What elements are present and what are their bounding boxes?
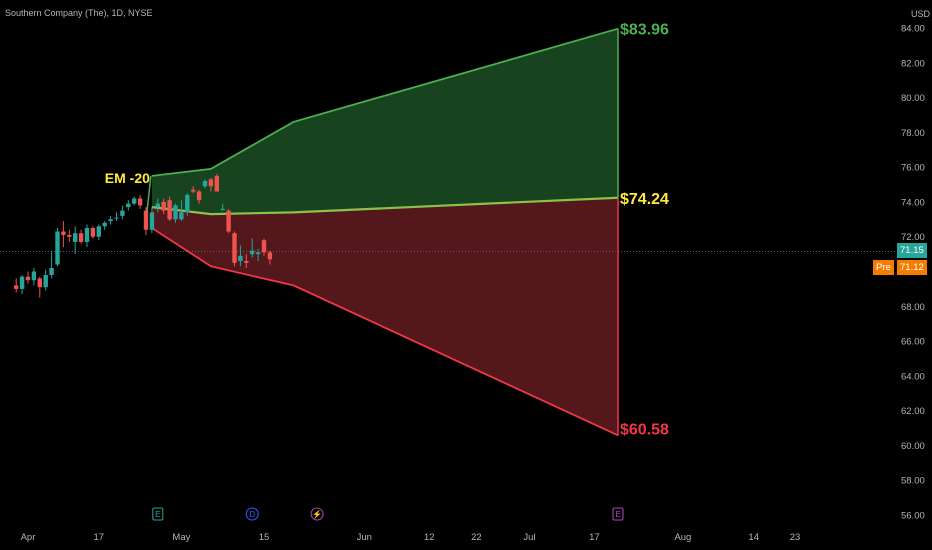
candle-body bbox=[173, 205, 178, 220]
candle-body bbox=[102, 222, 107, 227]
x-axis-tick-label: 12 bbox=[424, 532, 435, 543]
event-marker-label: E bbox=[155, 510, 160, 519]
candle-body bbox=[78, 233, 84, 242]
candle-body bbox=[137, 198, 143, 206]
x-axis-tick-label: 15 bbox=[259, 532, 270, 543]
x-axis-tick-label: 17 bbox=[589, 532, 600, 543]
candle-body bbox=[232, 233, 237, 263]
candle-body bbox=[238, 255, 243, 262]
expected-move-label: EM -20 bbox=[105, 170, 150, 186]
event-marker-label: D bbox=[249, 510, 255, 519]
candle-body bbox=[220, 208, 225, 210]
candle-body bbox=[161, 201, 166, 211]
event-marker-label: E bbox=[615, 510, 620, 519]
candle-body bbox=[55, 231, 60, 265]
y-axis-tick-label: 68.00 bbox=[901, 302, 925, 313]
candle-body bbox=[114, 217, 119, 219]
candle-body bbox=[191, 189, 196, 192]
x-axis-tick-label: 14 bbox=[748, 532, 759, 543]
candle-body bbox=[84, 228, 90, 242]
y-axis-tick-label: 64.00 bbox=[901, 371, 925, 382]
x-axis-tick-label: 23 bbox=[790, 532, 801, 543]
x-axis-tick-label: 17 bbox=[94, 532, 105, 543]
candle-body bbox=[67, 234, 72, 237]
candle-body bbox=[261, 240, 267, 253]
candle-body bbox=[90, 228, 96, 237]
x-axis-tick-label: Jul bbox=[523, 532, 535, 543]
x-axis-tick-label: Jun bbox=[357, 532, 372, 543]
candle-body bbox=[196, 191, 202, 201]
upper-bound-line bbox=[151, 27, 619, 177]
candle-body bbox=[61, 231, 66, 235]
candle-body bbox=[155, 203, 160, 208]
lower-target-label: $60.58 bbox=[620, 421, 669, 438]
candle-body bbox=[226, 210, 231, 232]
candle-body bbox=[149, 212, 155, 230]
candle-body bbox=[267, 252, 273, 260]
y-axis-tick-label: 56.00 bbox=[901, 511, 925, 522]
upper-cone-fill bbox=[151, 28, 618, 215]
candle-body bbox=[49, 268, 54, 275]
last-price-badge: 71.15 bbox=[897, 243, 927, 259]
candle-body bbox=[25, 276, 31, 281]
candle-body bbox=[208, 179, 214, 187]
candle-body bbox=[143, 210, 149, 230]
candle-body bbox=[96, 226, 101, 237]
y-axis-tick-label: 62.00 bbox=[901, 406, 925, 417]
earnings-event-icon[interactable] bbox=[152, 507, 164, 521]
candle-body bbox=[31, 271, 37, 281]
candle-body bbox=[37, 278, 42, 288]
candle-body bbox=[214, 175, 219, 192]
x-axis-tick-label: May bbox=[172, 532, 190, 543]
upper-target-label: $83.96 bbox=[620, 22, 669, 39]
y-axis-tick-label: 82.00 bbox=[901, 58, 925, 69]
lower-bound-line bbox=[151, 227, 619, 437]
candle-body bbox=[185, 194, 190, 213]
candle-body bbox=[244, 261, 249, 263]
candle-body bbox=[126, 203, 131, 208]
chart-title: Southern Company (The), 1D, NYSE bbox=[5, 8, 153, 18]
candle-body bbox=[250, 250, 255, 255]
middle-target-label: $74.24 bbox=[620, 191, 669, 208]
y-axis-tick-label: 58.00 bbox=[901, 476, 925, 487]
y-axis-tick-label: 60.00 bbox=[901, 441, 925, 452]
currency-label: USD bbox=[910, 9, 930, 19]
split-event-icon[interactable] bbox=[310, 507, 324, 521]
candle-body bbox=[14, 285, 19, 289]
premarket-tag: Pre bbox=[873, 260, 894, 276]
candle-body bbox=[120, 210, 125, 216]
candle-body bbox=[132, 198, 137, 204]
y-axis-tick-label: 76.00 bbox=[901, 163, 925, 174]
y-axis-tick-label: 80.00 bbox=[901, 93, 925, 104]
y-axis-tick-label: 84.00 bbox=[901, 24, 925, 35]
premarket-price-badge: 71.12 bbox=[897, 260, 927, 276]
lower-cone-fill bbox=[151, 197, 618, 436]
dividend-event-icon[interactable] bbox=[245, 507, 259, 521]
x-axis-tick-label: Apr bbox=[21, 532, 36, 543]
y-axis-tick-label: 72.00 bbox=[901, 232, 925, 243]
candle-body bbox=[202, 181, 208, 187]
candle-body bbox=[255, 252, 261, 255]
earnings-event-icon[interactable] bbox=[612, 507, 624, 521]
candle-body bbox=[108, 219, 113, 222]
candle-body bbox=[167, 200, 172, 220]
x-axis-tick-label: 22 bbox=[471, 532, 482, 543]
candle-body bbox=[43, 274, 48, 288]
candle-body bbox=[179, 212, 184, 220]
y-axis-tick-label: 66.00 bbox=[901, 337, 925, 348]
candle-body bbox=[73, 233, 78, 242]
y-axis-tick-label: 78.00 bbox=[901, 128, 925, 139]
candle-body bbox=[19, 276, 25, 289]
x-axis-tick-label: Aug bbox=[674, 532, 691, 543]
event-marker-label: ⚡ bbox=[312, 509, 322, 519]
y-axis-tick-label: 74.00 bbox=[901, 197, 925, 208]
